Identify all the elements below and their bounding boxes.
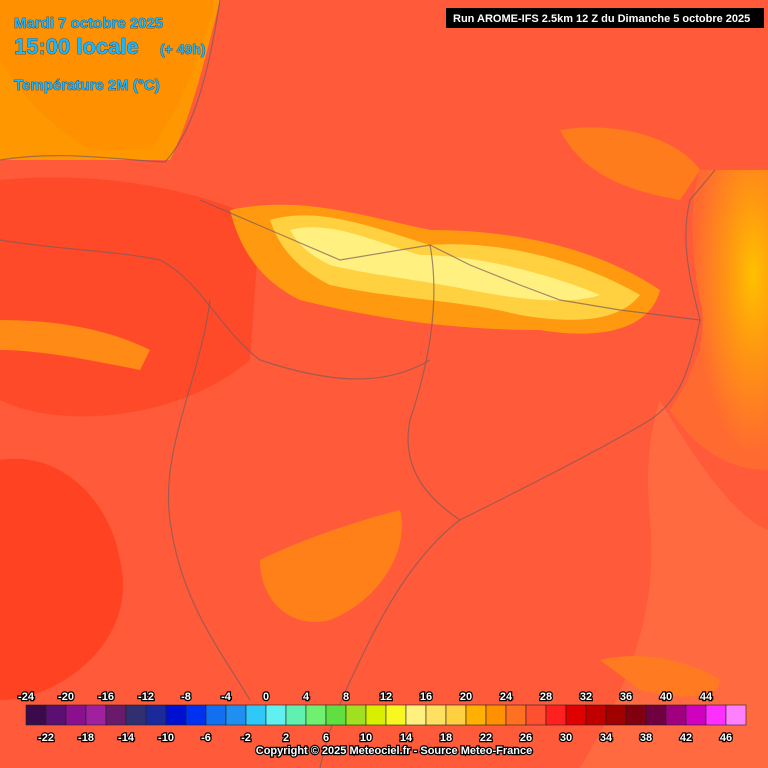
warm-zone — [0, 177, 260, 417]
legend-label: 44 — [700, 691, 713, 703]
run-info: Run AROME-IFS 2.5km 12 Z du Dimanche 5 o… — [453, 13, 750, 25]
legend-label: 2 — [283, 732, 289, 744]
legend-swatch — [605, 704, 627, 726]
cantabrian — [0, 320, 150, 370]
legend-swatch — [625, 704, 647, 726]
legend-swatch — [145, 704, 167, 726]
legend-swatch — [685, 704, 707, 726]
legend-label: -22 — [38, 732, 54, 744]
legend-swatch — [565, 704, 587, 726]
legend-swatch — [325, 704, 347, 726]
legend-label: 46 — [720, 732, 732, 744]
variable: Température 2M (°C) — [14, 77, 160, 94]
legend-label: 14 — [400, 732, 413, 744]
legend-swatch — [725, 704, 747, 726]
legend-swatch — [465, 704, 487, 726]
legend-swatch — [445, 704, 467, 726]
legend-label: 40 — [660, 691, 672, 703]
legend-label: -12 — [138, 691, 154, 703]
legend-swatch — [585, 704, 607, 726]
legend-label: -4 — [221, 691, 232, 703]
legend-swatch — [345, 704, 367, 726]
legend-label: -2 — [241, 732, 251, 744]
legend-label: -10 — [158, 732, 174, 744]
copyright: Copyright © 2025 Meteociel.fr - Source M… — [256, 745, 532, 757]
cool-zone — [560, 127, 700, 200]
legend-swatch — [665, 704, 687, 726]
legend-label: 24 — [500, 691, 513, 703]
legend-swatch — [385, 704, 407, 726]
legend-swatch — [85, 704, 107, 726]
legend: -24-22-20-18-16-14-12-10-8-6-4-202468101… — [17, 690, 747, 745]
legend-label: -20 — [58, 691, 74, 703]
legend-swatch — [485, 704, 507, 726]
coastline — [319, 319, 701, 768]
legend-swatch — [45, 704, 67, 726]
legend-label: 18 — [440, 732, 452, 744]
mediterranean-east — [670, 170, 768, 470]
legend-label: 4 — [303, 691, 310, 703]
legend-swatch — [65, 704, 87, 726]
lead-time: (+ 49h) — [160, 41, 206, 57]
legend-swatch — [185, 704, 207, 726]
legend-swatch — [25, 704, 47, 726]
legend-swatch — [525, 704, 547, 726]
sea-warm — [0, 0, 215, 150]
legend-swatch — [365, 704, 387, 726]
legend-label: 0 — [263, 691, 269, 703]
legend-swatch — [285, 704, 307, 726]
legend-label: 22 — [480, 732, 492, 744]
legend-swatch — [405, 704, 427, 726]
legend-label: 28 — [540, 691, 552, 703]
legend-label: 8 — [343, 691, 349, 703]
legend-label: -6 — [201, 732, 211, 744]
legend-swatch — [125, 704, 147, 726]
legend-swatch — [705, 704, 727, 726]
legend-swatch — [225, 704, 247, 726]
legend-label: -18 — [78, 732, 94, 744]
legend-swatch — [425, 704, 447, 726]
legend-label: -8 — [181, 691, 191, 703]
legend-swatch — [305, 704, 327, 726]
legend-label: 36 — [620, 691, 632, 703]
legend-label: -16 — [98, 691, 114, 703]
legend-swatch — [505, 704, 527, 726]
legend-label: 30 — [560, 732, 572, 744]
legend-swatch — [165, 704, 187, 726]
iberian-range — [260, 510, 402, 622]
legend-label: -24 — [18, 691, 35, 703]
legend-swatch — [105, 704, 127, 726]
legend-label: 34 — [600, 732, 613, 744]
legend-label: -14 — [118, 732, 135, 744]
border — [167, 299, 251, 701]
date: Mardi 7 octobre 2025 — [14, 15, 163, 32]
legend-label: 26 — [520, 732, 532, 744]
legend-label: 12 — [380, 691, 392, 703]
legend-label: 38 — [640, 732, 652, 744]
border — [0, 239, 431, 380]
legend-swatch — [205, 704, 227, 726]
legend-label: 20 — [460, 691, 472, 703]
border — [407, 244, 461, 521]
legend-swatch — [645, 704, 667, 726]
pyrenees-peaks — [290, 227, 600, 301]
legend-swatch — [245, 704, 267, 726]
legend-swatch — [545, 704, 567, 726]
legend-label: 32 — [580, 691, 592, 703]
time: 15:00 locale — [14, 34, 139, 59]
run-banner — [446, 8, 764, 28]
border — [199, 169, 716, 321]
coastline — [0, 0, 221, 163]
legend-label: 42 — [680, 732, 692, 744]
legend-label: 16 — [420, 691, 432, 703]
warm-zone — [0, 458, 124, 700]
legend-swatch — [265, 704, 287, 726]
legend-label: 6 — [323, 732, 329, 744]
legend-label: 10 — [360, 732, 372, 744]
mallorca — [600, 656, 720, 697]
